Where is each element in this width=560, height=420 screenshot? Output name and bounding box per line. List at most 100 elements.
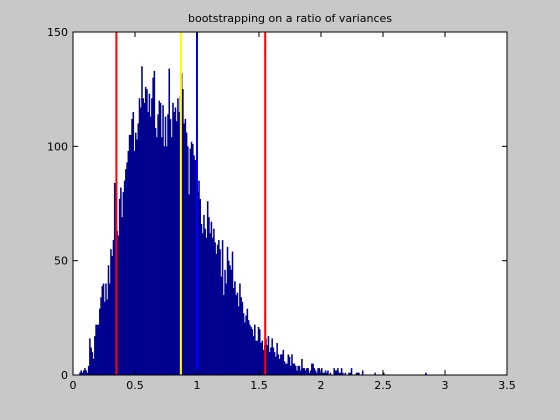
x-tick-label: 3.5 bbox=[498, 379, 516, 392]
x-tick-label: 3 bbox=[442, 379, 449, 392]
histogram-bar bbox=[348, 372, 350, 375]
histogram-bar bbox=[322, 372, 324, 375]
histogram-bar bbox=[151, 98, 153, 375]
histogram-bar bbox=[184, 118, 187, 375]
histogram-bar bbox=[321, 368, 323, 375]
histogram-bar bbox=[175, 121, 178, 376]
histogram-bar bbox=[135, 132, 137, 375]
histogram-bar bbox=[133, 150, 136, 375]
histogram-bar bbox=[216, 244, 219, 375]
histogram-bar bbox=[244, 322, 246, 375]
histogram-bar bbox=[247, 320, 250, 375]
histogram-bar bbox=[338, 372, 340, 375]
histogram-bar bbox=[290, 365, 292, 375]
histogram-bar bbox=[156, 137, 158, 375]
histogram-bar bbox=[318, 368, 321, 375]
histogram-bar bbox=[231, 251, 234, 375]
histogram-bar bbox=[283, 361, 286, 375]
histogram-bar bbox=[285, 363, 287, 375]
histogram-bar bbox=[185, 132, 188, 375]
histogram-bar bbox=[281, 354, 283, 375]
histogram-bar bbox=[256, 340, 259, 375]
histogram-bar bbox=[130, 134, 132, 375]
histogram-bar bbox=[282, 349, 285, 375]
histogram-bar bbox=[138, 98, 141, 375]
histogram-bar bbox=[245, 315, 247, 375]
histogram-bar bbox=[159, 102, 162, 375]
histogram-bar bbox=[221, 240, 224, 375]
histogram-bar bbox=[152, 77, 154, 375]
histogram-bar bbox=[113, 182, 116, 375]
histogram-bar bbox=[190, 141, 193, 375]
histogram-bar bbox=[200, 224, 203, 375]
histogram-bar bbox=[168, 68, 171, 375]
histogram-bar bbox=[225, 283, 228, 375]
histogram-bar bbox=[261, 340, 264, 375]
histogram-bar bbox=[323, 372, 326, 375]
histogram-bar bbox=[301, 358, 303, 375]
histogram-bar bbox=[126, 162, 128, 375]
histogram-bar bbox=[291, 354, 293, 375]
histogram-bar bbox=[193, 155, 195, 375]
axes-box bbox=[72, 31, 508, 376]
histogram-bar bbox=[104, 301, 106, 375]
histogram-bar bbox=[192, 144, 194, 375]
histogram-bar bbox=[262, 349, 265, 375]
histogram-bar bbox=[293, 363, 296, 375]
histogram-bar bbox=[299, 370, 302, 375]
histogram-bar bbox=[188, 194, 190, 375]
histogram-bar bbox=[260, 342, 262, 375]
histogram-bar bbox=[203, 214, 205, 375]
histogram-bar bbox=[97, 324, 100, 375]
histogram-bar bbox=[86, 372, 89, 375]
histogram-bar bbox=[287, 354, 290, 375]
x-tick-label: 1.5 bbox=[250, 379, 268, 392]
histogram-bar bbox=[100, 297, 102, 375]
histogram-bar bbox=[169, 118, 172, 375]
histogram-bar bbox=[91, 352, 94, 375]
histogram-bar bbox=[154, 128, 157, 375]
histogram-bar bbox=[211, 237, 214, 375]
histogram-bar bbox=[148, 93, 151, 376]
histogram-bar bbox=[272, 347, 275, 375]
histogram-bar bbox=[242, 313, 245, 375]
histogram-bar bbox=[106, 299, 109, 375]
histogram-bar bbox=[208, 217, 210, 375]
histogram-bar bbox=[425, 372, 427, 375]
histogram-bar bbox=[170, 137, 173, 375]
histogram-bar bbox=[215, 253, 218, 375]
histogram-bar bbox=[108, 283, 111, 375]
y-tick-label: 50 bbox=[54, 255, 68, 268]
histogram-bar bbox=[324, 370, 327, 375]
histogram-bar bbox=[137, 123, 140, 375]
histogram-bar bbox=[311, 363, 313, 375]
histogram-bar bbox=[234, 281, 236, 375]
histogram-bar bbox=[224, 269, 226, 375]
histogram-bar bbox=[87, 365, 90, 375]
histogram-bar bbox=[143, 102, 146, 375]
histogram-bar bbox=[383, 372, 385, 375]
histogram-bar bbox=[230, 269, 233, 375]
histogram-bar bbox=[276, 342, 278, 375]
chart-title: bootstrapping on a ratio of variances bbox=[188, 12, 392, 25]
histogram-bar bbox=[147, 112, 149, 375]
histogram-bar bbox=[149, 116, 152, 376]
histogram-bar bbox=[210, 221, 213, 375]
histogram-bar bbox=[101, 285, 104, 375]
histogram-bar bbox=[127, 150, 130, 375]
histogram-bar bbox=[240, 297, 242, 375]
histogram-bar bbox=[228, 260, 230, 375]
histogram-bar bbox=[374, 372, 376, 375]
histogram-bar bbox=[340, 368, 343, 375]
reference-lines bbox=[115, 32, 267, 375]
histogram-bar bbox=[246, 308, 249, 375]
histogram-bar bbox=[333, 368, 335, 375]
histogram-bar bbox=[304, 370, 307, 375]
histogram-bar bbox=[105, 283, 107, 375]
histogram-bar bbox=[271, 338, 273, 375]
histogram-bar bbox=[166, 146, 168, 375]
histogram-bar bbox=[220, 276, 223, 375]
histogram-bar bbox=[79, 372, 81, 375]
histogram-bar bbox=[306, 368, 308, 375]
